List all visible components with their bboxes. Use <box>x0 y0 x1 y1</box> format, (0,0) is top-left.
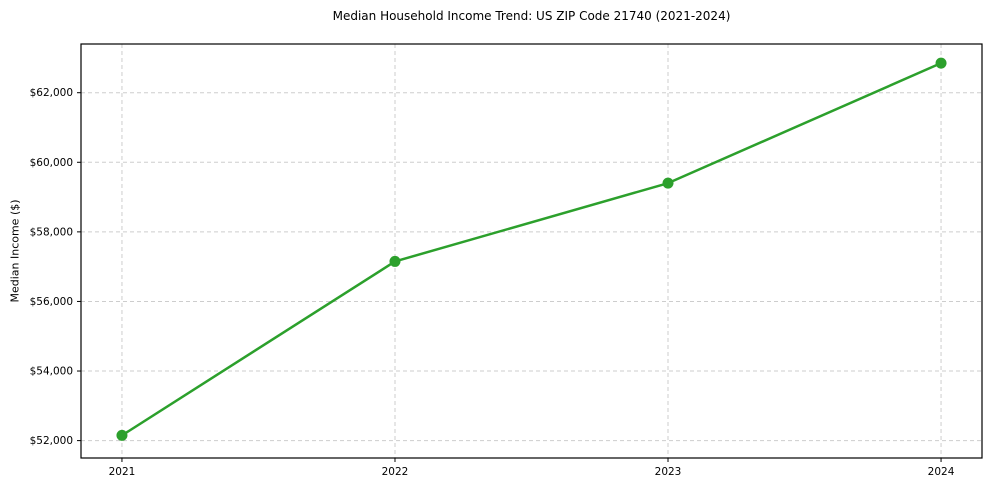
y-axis-label: Median Income ($) <box>8 199 22 303</box>
data-point <box>935 57 947 69</box>
y-tick-label: $54,000 <box>30 366 73 378</box>
data-point <box>662 177 674 189</box>
y-tick-label: $60,000 <box>30 157 73 169</box>
x-tick-label: 2024 <box>928 466 955 478</box>
y-tick-label: $52,000 <box>30 435 73 447</box>
chart-title: Median Household Income Trend: US ZIP Co… <box>332 9 731 23</box>
data-line <box>120 61 943 437</box>
data-point <box>116 429 128 441</box>
plot-border <box>80 43 983 459</box>
data-point <box>389 255 401 267</box>
y-tick-label: $56,000 <box>30 296 73 308</box>
x-tick-label: 2021 <box>109 466 136 478</box>
y-tick-label: $58,000 <box>30 226 73 238</box>
x-tick-label: 2023 <box>655 466 682 478</box>
y-tick-label: $62,000 <box>30 87 73 99</box>
x-tick-label: 2022 <box>382 466 409 478</box>
